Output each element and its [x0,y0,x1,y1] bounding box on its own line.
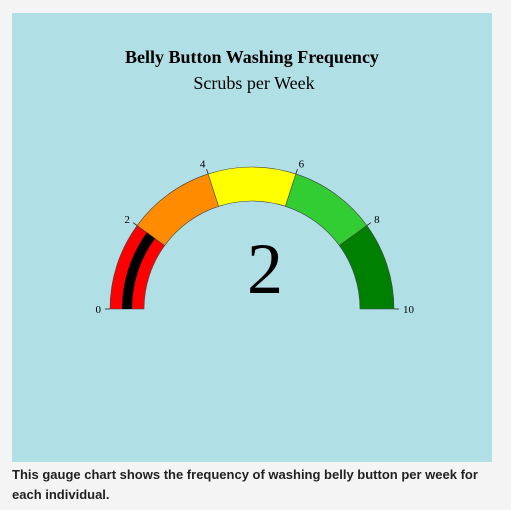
gauge-tick-label-10: 10 [403,304,415,316]
gauge-tick-label-8: 8 [374,214,380,226]
gauge-chart-panel: Belly Button Washing Frequency Scrubs pe… [12,13,492,462]
gauge-band-5 [338,225,395,310]
gauge-tick-6 [295,169,298,175]
gauge-value-number: 2 [247,229,283,309]
gauge-chart: Belly Button Washing Frequency Scrubs pe… [96,47,415,316]
gauge-value-bar [122,232,155,309]
gauge-tick-label-2: 2 [124,214,130,226]
chart-caption: This gauge chart shows the frequency of … [12,467,478,502]
gauge-tick-4 [206,169,209,175]
gauge-tick-label-0: 0 [96,304,102,316]
chart-title: Belly Button Washing Frequency [125,47,379,67]
gauge-ticks: 0 2 4 6 8 10 [96,158,415,316]
gauge-tick-8 [366,222,372,226]
gauge-tick-label-6: 6 [299,158,305,170]
gauge-tick-2 [132,222,138,226]
gauge-value-bar-group [122,232,155,309]
gauge-tick-label-4: 4 [200,158,206,170]
gauge-band-3 [207,166,297,207]
gauge-bands [109,166,395,310]
chart-subtitle: Scrubs per Week [193,73,314,93]
